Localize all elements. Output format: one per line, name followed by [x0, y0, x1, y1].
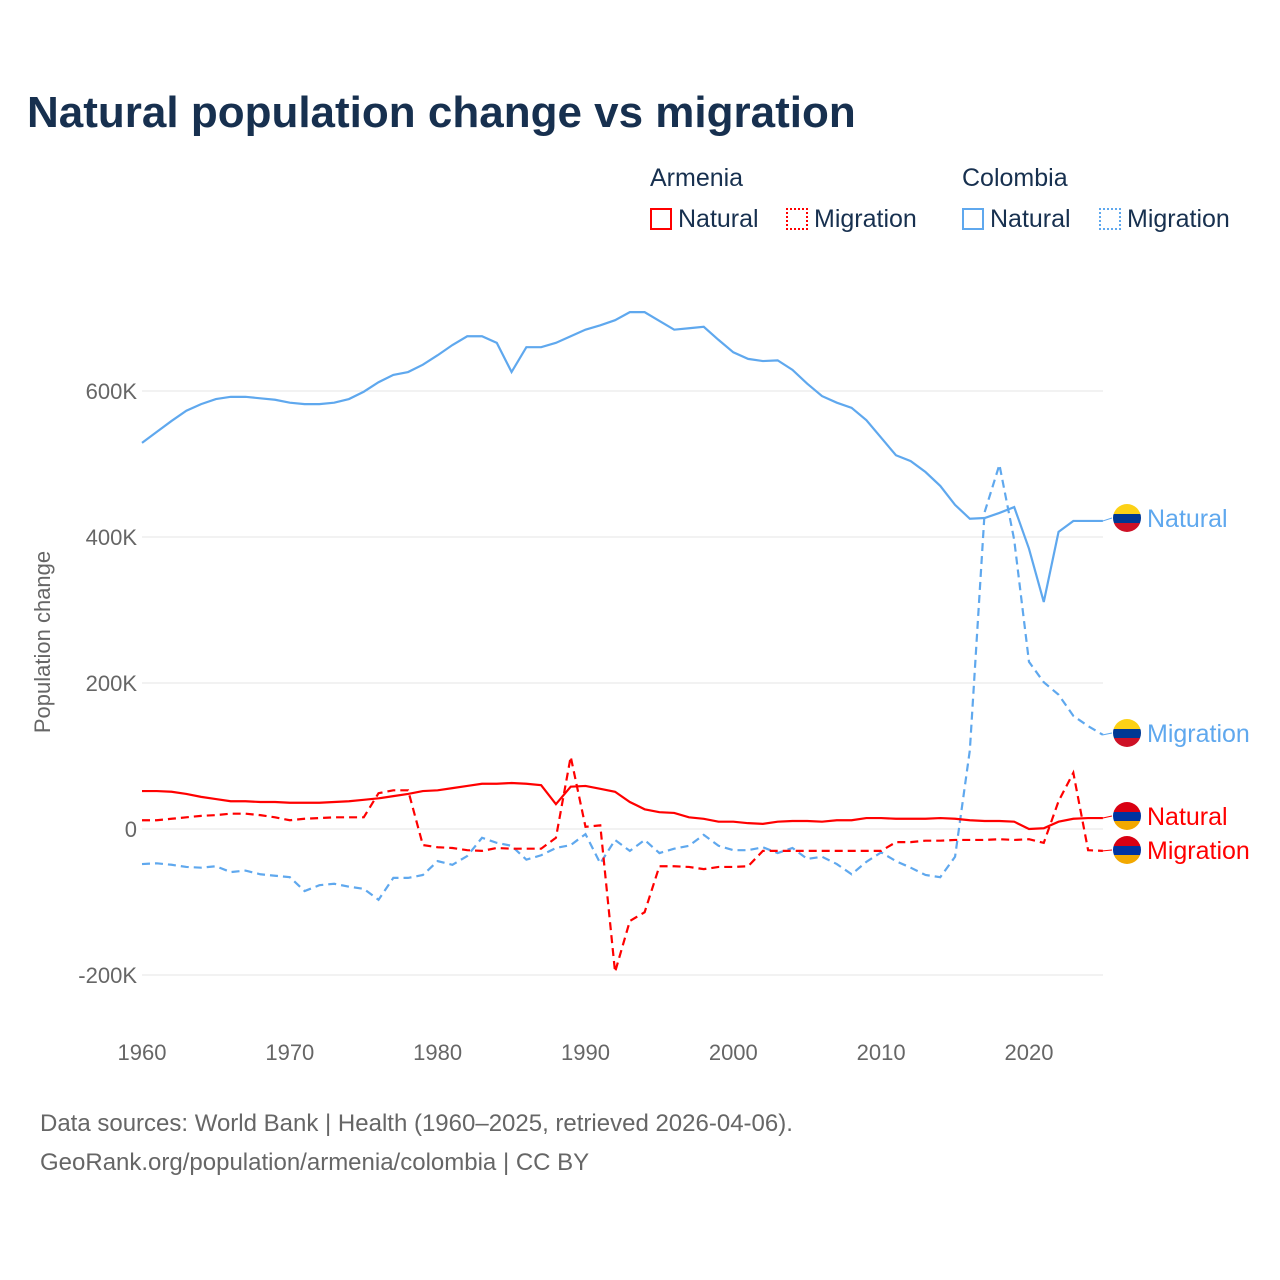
series-end-label: Natural	[1147, 505, 1228, 533]
y-tick-label: 600K	[86, 379, 138, 404]
legend-label: Migration	[1127, 205, 1230, 233]
legend-group-armenia: Armenia	[650, 164, 744, 192]
series-line-colombia-migration	[141, 464, 1104, 902]
y-tick-label: 0	[125, 817, 137, 842]
x-tick-label: 1990	[561, 1040, 610, 1065]
label-connector	[1102, 815, 1113, 819]
series-line-colombia-natural	[141, 311, 1103, 603]
armenia-flag-icon	[1113, 836, 1141, 864]
label-connector	[1102, 732, 1113, 736]
legend-label: Natural	[990, 205, 1071, 233]
y-tick-label: 400K	[86, 525, 138, 550]
series-end-label: Migration	[1147, 720, 1250, 748]
legend-label: Migration	[814, 205, 917, 233]
y-axis-label: Population change	[30, 551, 55, 733]
x-tick-label: 2000	[709, 1040, 758, 1065]
legend-armenia-migration[interactable]: Migration	[786, 205, 917, 234]
series-end-label: Migration	[1147, 837, 1250, 865]
x-tick-label: 1980	[413, 1040, 462, 1065]
legend-group-colombia: Colombia	[962, 164, 1068, 192]
source-text: Data sources: World Bank | Health (1960–…	[40, 1110, 793, 1137]
y-tick-label: 200K	[86, 671, 138, 696]
solid-swatch-icon	[962, 208, 984, 230]
label-connector	[1102, 849, 1113, 852]
x-tick-label: 1970	[265, 1040, 314, 1065]
source-url: GeoRank.org/population/armenia/colombia …	[40, 1149, 590, 1176]
series-line-armenia-migration	[142, 756, 1103, 973]
colombia-flag-icon	[1113, 504, 1141, 532]
y-tick-label: -200K	[78, 963, 137, 988]
series-line-armenia-natural	[142, 781, 1103, 831]
colombia-flag-icon	[1113, 719, 1141, 747]
legend-armenia-natural[interactable]: Natural	[650, 205, 759, 234]
armenia-flag-icon	[1113, 802, 1141, 830]
series-end-label: Natural	[1147, 803, 1228, 831]
chart-title: Natural population change vs migration	[27, 88, 856, 137]
x-tick-label: 2020	[1005, 1040, 1054, 1065]
legend-colombia-migration[interactable]: Migration	[1099, 205, 1230, 234]
label-connector	[1102, 517, 1113, 522]
legend-colombia-natural[interactable]: Natural	[962, 205, 1071, 234]
x-tick-label: 2010	[857, 1040, 906, 1065]
solid-swatch-icon	[650, 208, 672, 230]
dotted-swatch-icon	[786, 208, 808, 230]
x-tick-label: 1960	[118, 1040, 167, 1065]
dotted-swatch-icon	[1099, 208, 1121, 230]
legend-label: Natural	[678, 205, 759, 233]
